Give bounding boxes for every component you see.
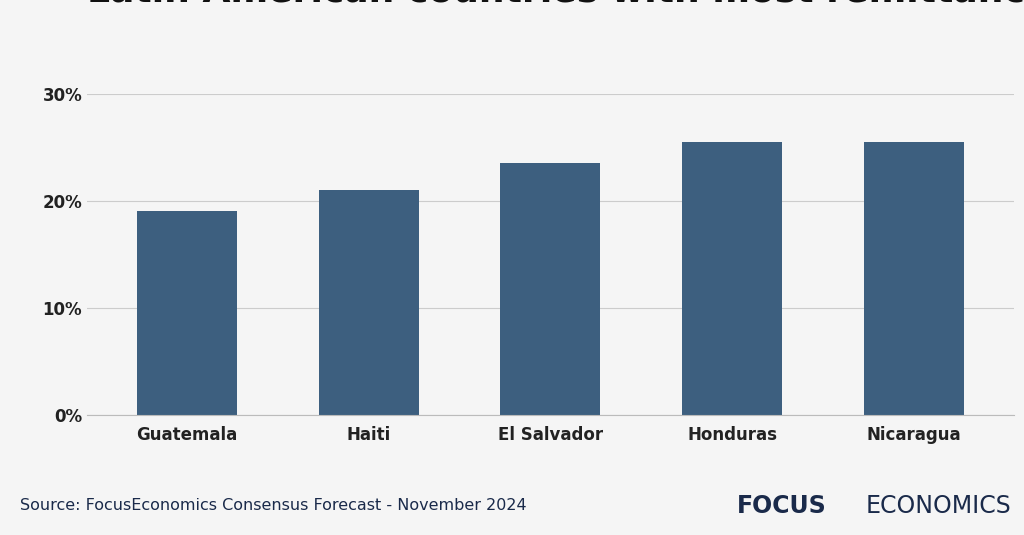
Text: ECONOMICS: ECONOMICS: [865, 494, 1011, 517]
Bar: [682, 142, 782, 415]
Text: FOCUS: FOCUS: [737, 494, 827, 517]
Text: Source: FocusEconomics Consensus Forecast - November 2024: Source: FocusEconomics Consensus Forecas…: [20, 498, 527, 513]
Text: Latin American countries with most remittances as share of GDP: Latin American countries with most remit…: [87, 0, 1024, 8]
Bar: [864, 142, 964, 415]
Bar: [137, 211, 237, 415]
Bar: [318, 190, 419, 415]
Bar: [501, 163, 600, 415]
